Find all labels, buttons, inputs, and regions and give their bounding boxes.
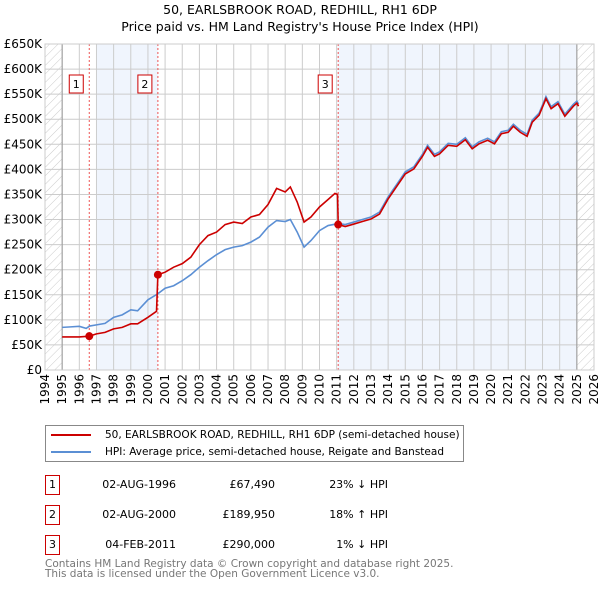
plot-border	[44, 43, 595, 371]
x-tick-label: 1999	[124, 374, 138, 405]
y-tick-label: £100K	[4, 313, 44, 327]
y-tick-label: £150K	[4, 288, 44, 302]
price-chart: £0 £50K £100K £150K £200K £250K £300K £350K £400…	[4, 37, 600, 405]
x-tick-label: 2004	[210, 374, 224, 405]
x-tick-label: 2015	[398, 374, 412, 405]
y-tick-label: £450K	[4, 137, 44, 151]
x-tick-label: 1997	[89, 374, 103, 405]
footer: Contains HM Land Registry data © Crown c…	[45, 558, 454, 580]
sale-point	[334, 220, 343, 229]
y-tick-label: £550K	[4, 87, 44, 101]
hatched-region	[45, 44, 63, 370]
sale-price: £67,490	[229, 478, 276, 491]
sale-marker-number: 1	[45, 475, 60, 495]
x-tick-label: 2019	[467, 374, 481, 405]
y-tick-label: £350K	[4, 187, 44, 201]
y-tick-label: £500K	[4, 112, 44, 126]
y-tick-label: £0	[27, 363, 42, 377]
sale-point	[153, 270, 162, 279]
x-tick-label: 2026	[587, 374, 600, 405]
x-tick-label: 2020	[484, 374, 498, 405]
chart-subtitle: Price paid vs. HM Land Registry's House …	[121, 19, 479, 34]
sale-hpi-diff: 18% ↑ HPI	[329, 508, 388, 521]
x-tick-label: 2016	[415, 374, 429, 405]
sale-label-text: 1	[73, 78, 80, 91]
sale-marker-number: 3	[45, 535, 60, 555]
x-tick-label: 2025	[570, 374, 584, 405]
y-tick-label: £600K	[4, 62, 44, 76]
sale-price: £189,950	[222, 508, 276, 521]
x-tick-label: 1994	[38, 374, 52, 405]
x-tick-label: 1995	[55, 374, 69, 405]
x-tick-label: 2008	[278, 374, 292, 405]
footer-licence: This data is licensed under the Open Gov…	[45, 568, 380, 580]
sale-hpi-diff: 1% ↓ HPI	[336, 538, 388, 551]
sale-date: 02-AUG-2000	[102, 508, 176, 521]
x-tick-label: 1996	[72, 374, 86, 405]
x-tick-label: 2022	[518, 374, 532, 405]
x-tick-label: 2013	[364, 374, 378, 405]
y-tick-label: £250K	[4, 238, 44, 252]
x-tick-label: 2005	[227, 374, 241, 405]
property-price-line	[62, 96, 580, 338]
sale-label-text: 3	[322, 78, 329, 91]
x-tick-label: 2017	[433, 374, 447, 405]
x-tick-label: 2003	[192, 374, 206, 405]
legend-label: 50, EARLSBROOK ROAD, REDHILL, RH1 6DP (s…	[105, 429, 460, 441]
legend-item-property: 50, EARLSBROOK ROAD, REDHILL, RH1 6DP (s…	[51, 427, 460, 443]
x-tick-label: 2010	[313, 374, 327, 405]
sale-label-box: 2	[137, 74, 153, 94]
x-tick-label: 2007	[261, 374, 275, 405]
sale-label-border	[137, 74, 153, 94]
sale-label-text: 2	[141, 78, 148, 91]
legend: 50, EARLSBROOK ROAD, REDHILL, RH1 6DP (s…	[45, 425, 464, 462]
y-tick-label: £50K	[11, 338, 43, 352]
sale-label-border	[317, 74, 333, 94]
sale-label-box: 1	[68, 74, 84, 94]
x-tick-label: 2024	[553, 374, 567, 405]
hatched-region	[576, 44, 594, 370]
sale-date: 04-FEB-2011	[105, 538, 176, 551]
x-tick-label: 2006	[244, 374, 258, 405]
y-tick-label: £650K	[4, 37, 44, 51]
sale-hpi-diff: 23% ↓ HPI	[329, 478, 388, 491]
sale-label-box: 3	[317, 74, 333, 94]
x-tick-label: 2018	[450, 374, 464, 405]
x-tick-label: 1998	[107, 374, 121, 405]
x-tick-label: 2000	[141, 374, 155, 405]
sale-point	[85, 332, 94, 341]
x-tick-label: 2014	[381, 374, 395, 405]
chart-title: 50, EARLSBROOK ROAD, REDHILL, RH1 6DP	[163, 2, 437, 17]
x-tick-label: 2011	[330, 374, 344, 405]
y-tick-label: £300K	[4, 213, 44, 227]
x-tick-label: 2009	[295, 374, 309, 405]
sale-price: £290,000	[222, 538, 276, 551]
y-tick-label: £400K	[4, 162, 44, 176]
x-tick-label: 2023	[536, 374, 550, 405]
sale-date: 02-AUG-1996	[102, 478, 176, 491]
x-tick-label: 2012	[347, 374, 361, 405]
footer-copyright: Contains HM Land Registry data © Crown c…	[45, 558, 454, 570]
y-tick-label: £200K	[4, 263, 44, 277]
x-tick-label: 2021	[501, 374, 515, 405]
legend-swatch-red	[51, 434, 91, 436]
legend-label: HPI: Average price, semi-detached house,…	[105, 446, 444, 458]
x-tick-label: 2002	[175, 374, 189, 405]
sale-label-border	[68, 74, 84, 94]
legend-item-hpi: HPI: Average price, semi-detached house,…	[51, 444, 444, 460]
shaded-region	[338, 44, 577, 370]
sale-marker-number: 2	[45, 505, 60, 525]
x-tick-label: 2001	[158, 374, 172, 405]
legend-swatch-blue	[51, 451, 91, 453]
